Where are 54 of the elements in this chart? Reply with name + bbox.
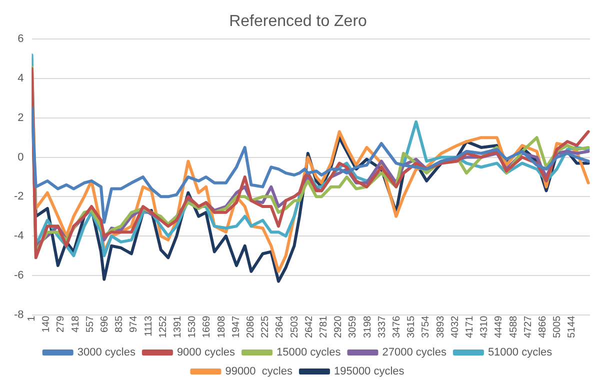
x-tick-label: 3337 — [376, 315, 388, 338]
x-tick-label: 279 — [56, 315, 67, 332]
x-tick-label: 4449 — [494, 315, 505, 338]
x-tick-label: 557 — [84, 315, 96, 332]
legend-label: 27000 cycles — [382, 346, 447, 359]
x-tick-label: 4032 — [450, 315, 461, 338]
x-tick-label: 4588 — [508, 315, 520, 338]
chart-title: Referenced to Zero — [229, 13, 368, 30]
y-tick-label: 2 — [18, 112, 24, 124]
x-tick-label: 1113 — [143, 315, 154, 337]
x-tick-label: 4310 — [479, 315, 490, 338]
x-tick-label: 696 — [100, 315, 111, 332]
y-tick-label: 0 — [18, 151, 24, 164]
x-tick-label: 1252 — [158, 315, 169, 338]
x-tick-label: 2086 — [246, 315, 257, 338]
x-tick-label: 2920 — [333, 315, 344, 338]
y-tick-label: -6 — [14, 269, 24, 282]
x-tick-label: 2642 — [304, 315, 315, 338]
x-tick-label: 1391 — [172, 315, 184, 338]
y-tick-label: 4 — [18, 72, 24, 85]
x-tick-label: 4171 — [464, 315, 476, 338]
x-tick-label: 2225 — [260, 315, 272, 338]
legend-label: 195000 cycles — [334, 366, 405, 378]
x-tick-label: 140 — [41, 315, 52, 332]
legend-label: 51000 cycles — [488, 346, 553, 359]
y-tick-label: 6 — [18, 33, 24, 46]
x-tick-label: 3754 — [420, 315, 432, 338]
y-tick-label: -4 — [14, 230, 24, 242]
x-tick-label: 5005 — [552, 315, 564, 338]
x-tick-label: 3615 — [406, 315, 418, 338]
y-tick-label: -8 — [14, 308, 24, 321]
legend-label: 9000 cycles — [176, 346, 236, 359]
x-tick-label: 5144 — [566, 315, 578, 338]
x-tick-label: 1669 — [202, 315, 213, 338]
legend-label: 15000 cycles — [276, 346, 342, 359]
x-tick-label: 418 — [70, 315, 82, 332]
legend-label: 99000 cycles — [225, 366, 293, 378]
x-tick-label: 4727 — [522, 315, 534, 338]
x-tick-label: 4866 — [537, 315, 548, 338]
x-tick-label: 1530 — [187, 315, 198, 338]
x-tick-label: 2364 — [274, 315, 286, 338]
x-tick-label: 3198 — [362, 315, 374, 338]
x-tick-label: 1947 — [230, 315, 242, 338]
x-tick-label: 1808 — [216, 315, 228, 338]
x-tick-label: 3893 — [435, 315, 446, 338]
legend-label: 3000 cycles — [77, 346, 136, 359]
x-tick-label: 2781 — [318, 315, 330, 338]
x-tick-label: 1 — [26, 315, 38, 322]
x-tick-label: 3476 — [392, 315, 402, 338]
x-tick-label: 3059 — [348, 315, 359, 338]
x-tick-label: 2503 — [289, 315, 300, 338]
x-tick-label: 974 — [128, 315, 140, 332]
x-tick-label: 835 — [114, 315, 126, 332]
y-tick-label: -2 — [14, 190, 24, 203]
